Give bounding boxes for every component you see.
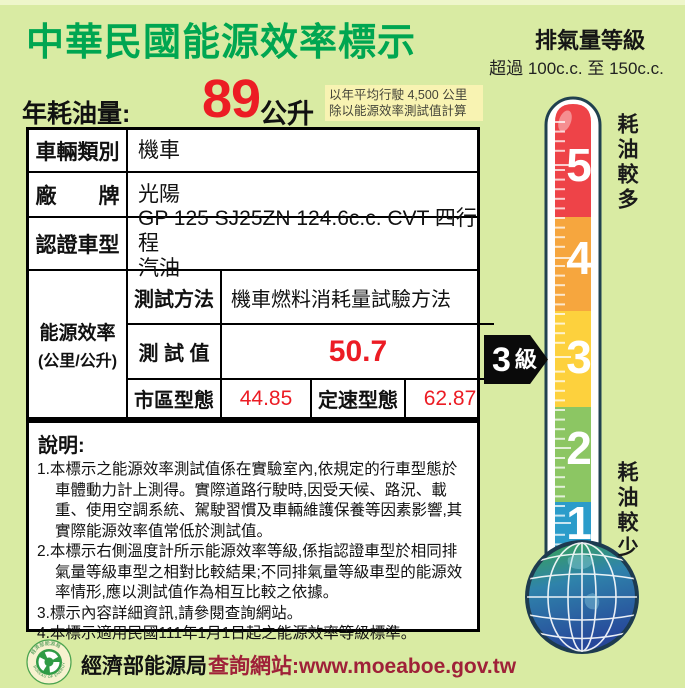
urban-mode-label: 市區型態 [128,380,222,417]
notes-box: 說明: 1.本標示之能源效率測試值係在實驗室內,依規定的行車型態於車體動力計上測… [26,420,480,642]
spec-table: 車輛類別 機車 廠 牌 光陽 認證車型 GP 125 SJ25ZN 124.6c… [26,127,494,420]
table-row-brand: 廠 牌 光陽 [29,173,477,218]
website-url: www.moeaboe.gov.tw [299,655,517,678]
efficiency-subtable: 測試方法 機車燃料消耗量試驗方法 測 試 值 50.7 市區型態 44.85 定… [128,271,494,417]
brand-label: 廠 牌 [29,173,128,216]
bureau-of-energy-logo: 經濟部能源局 BUREAU OF ENERGY [26,639,72,685]
less-fuel-label: 耗油較少 [615,461,638,561]
annual-consumption-unit: 公升 [260,99,314,129]
top-edge-strip [0,0,685,5]
level-5-number: 5 [566,139,592,191]
website-label: 查詢網站: [208,655,299,678]
website-line: 查詢網站:www.moeaboe.gov.tw [208,650,516,680]
certified-model-value: GP 125 SJ25ZN 124.6c.c. CVT 四行程 汽油 [138,207,477,280]
level-4-number: 4 [566,232,592,284]
logo-pinwheel [38,651,60,673]
efficiency-method-row: 測試方法 機車燃料消耗量試驗方法 [128,271,494,325]
efficiency-mode-row: 市區型態 44.85 定速型態 62.87 [128,380,494,417]
note-item-1: 1.本標示之能源效率測試值係在實驗室內,依規定的行車型態於車體動力計上測得。實際… [37,461,463,540]
cruise-mode-label: 定速型態 [312,380,406,417]
vehicle-type-label: 車輛類別 [29,130,128,171]
displacement-range: 超過 100c.c. 至 150c.c. [489,59,664,78]
vehicle-type-value: 機車 [138,139,180,162]
thermometer-ticks [555,121,571,555]
thermometer-graphic: 5 4 3 2 1 [525,96,639,654]
table-row-certified-model: 認證車型 GP 125 SJ25ZN 124.6c.c. CVT 四行程 汽油 [29,207,477,280]
annual-note-line1: 以年平均行駛 4,500 公里 [329,88,468,102]
efficiency-label: 能源效率 (公里/公升) [29,271,128,417]
note-item-3: 3.標示內容詳細資訊,請參閱查詢網站。 [37,604,303,622]
certified-model-label: 認證車型 [29,218,128,269]
thermometer-level-numbers: 5 4 3 2 1 [566,139,592,549]
note-item-4: 4.本標示適用民國111年1月1日起之能源效率等級標準。 [37,625,417,642]
more-fuel-label: 耗油較多 [615,113,638,213]
globe-icon [525,540,639,654]
brand-value: 光陽 [138,183,180,206]
table-row-efficiency: 能源效率 (公里/公升) 測試方法 機車燃料消耗量試驗方法 測 試 值 50.7… [29,271,494,417]
rating-badge-unit: 級 [514,346,537,372]
agency-name: 經濟部能源局 [81,655,207,678]
annual-calculation-note: 以年平均行駛 4,500 公里 除以能源效率測試值計算 [325,85,483,121]
table-row-vehicle-type: 車輛類別 機車 [29,130,477,173]
cruise-mode-value: 62.87 [423,386,477,410]
globe-landmass [567,554,600,610]
annual-consumption-value: 89 [202,69,261,129]
efficiency-test-row: 測 試 值 50.7 [128,325,494,380]
note-item-2: 2.本標示右側溫度計所示能源效率等級,係指認證車型於相同排氣量等級車型之相對比較… [37,543,463,601]
label-title: 中華民國能源效率標示 [26,22,417,64]
test-method-value: 機車燃料消耗量試驗方法 [231,288,451,311]
efficiency-label-line2: (公里/公升) [37,352,118,370]
notes-title: 說明: [38,435,85,457]
annual-note-line2: 除以能源效率測試值計算 [329,104,467,118]
displacement-class-title: 排氣量等級 [534,28,645,53]
level-2-number: 2 [566,422,592,474]
efficiency-label-line1: 能源效率 [39,322,116,344]
level-3-number: 3 [566,331,592,383]
test-method-label: 測試方法 [128,271,222,323]
rating-badge-number: 3 [492,340,511,379]
test-value-label: 測 試 值 [128,325,222,378]
test-value: 50.7 [328,334,388,368]
annual-consumption-label: 年耗油量: [22,100,131,128]
urban-mode-value: 44.85 [222,380,312,417]
